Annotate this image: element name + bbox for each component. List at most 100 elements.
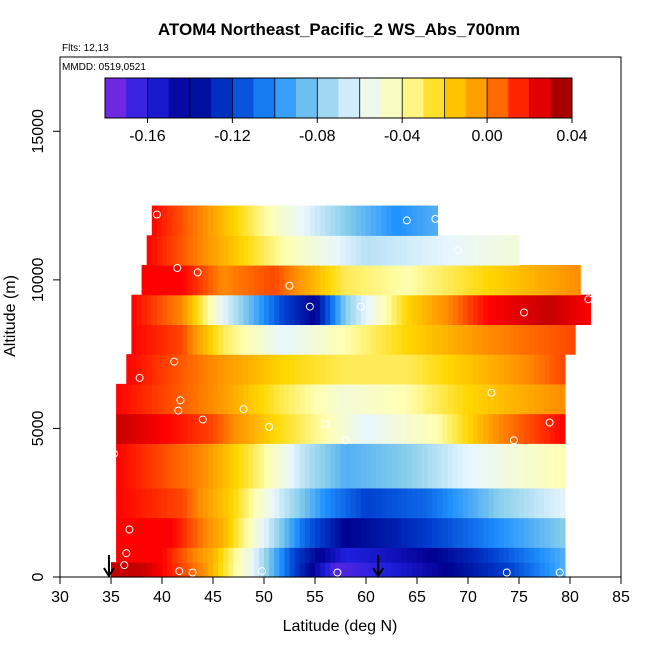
heatmap-cell: [151, 354, 158, 385]
heatmap-cell: [366, 205, 372, 236]
heatmap-cell: [427, 235, 433, 266]
sample-point: [341, 436, 350, 445]
heatmap-cell: [376, 413, 382, 444]
heatmap-cell: [253, 265, 260, 296]
heatmap-cell: [549, 487, 556, 519]
colorbar-swatch: [189, 78, 212, 118]
heatmap-cell: [197, 562, 204, 578]
heatmap-cell: [172, 205, 178, 236]
heatmap-cell: [376, 354, 382, 385]
heatmap-cell: [172, 487, 178, 519]
heatmap-cell: [442, 413, 449, 444]
heatmap-cell: [427, 413, 433, 444]
heatmap-cell: [473, 562, 479, 578]
heatmap-cell: [315, 443, 321, 489]
heatmap-cell: [233, 547, 240, 563]
heatmap-cell: [401, 517, 408, 548]
heatmap-cell: [284, 517, 291, 548]
heatmap-cell: [320, 547, 326, 563]
heatmap-cell: [559, 443, 566, 489]
sample-point: [333, 568, 342, 577]
heatmap-cell: [258, 205, 265, 236]
y-tick-label: 10000: [30, 258, 47, 303]
heatmap-cell: [503, 354, 510, 385]
heatmap-cell: [508, 487, 515, 519]
heatmap-cell: [488, 383, 495, 415]
heatmap-cell: [151, 235, 158, 266]
heatmap-cell: [177, 562, 183, 578]
heatmap-cell: [381, 562, 387, 578]
heatmap-cell: [207, 324, 214, 355]
heatmap-cell: [284, 547, 291, 563]
heatmap-cell: [376, 265, 382, 296]
heatmap-cell: [401, 383, 408, 415]
heatmap-cell: [396, 265, 403, 296]
heatmap-cell: [417, 324, 423, 355]
colorbar-tick-label: 0.04: [556, 128, 587, 145]
heatmap-cell: [294, 354, 301, 385]
heatmap-cell: [228, 383, 234, 415]
heatmap-cell: [534, 443, 540, 489]
heatmap-cell: [243, 294, 250, 326]
heatmap-cell: [131, 547, 138, 563]
colorbar-tick-label: -0.08: [299, 128, 336, 145]
heatmap-cell: [381, 517, 387, 548]
heatmap-cell: [264, 413, 270, 444]
heatmap-cell: [457, 354, 464, 385]
heatmap-cell: [136, 383, 143, 415]
heatmap-cell: [243, 265, 250, 296]
heatmap-cell: [544, 354, 551, 385]
heatmap-cell: [309, 517, 316, 548]
heatmap-cell: [355, 205, 362, 236]
heatmap-cell: [437, 354, 444, 385]
heatmap-cell: [508, 235, 515, 266]
heatmap-cell: [177, 235, 183, 266]
heatmap-cell: [386, 265, 393, 296]
heatmap-cell: [376, 294, 382, 326]
heatmap-cell: [202, 235, 209, 266]
heatmap-cell: [391, 413, 398, 444]
heatmap-cell: [192, 294, 199, 326]
heatmap-cell: [167, 547, 173, 563]
heatmap-cell: [218, 235, 224, 266]
heatmap-cell: [350, 265, 357, 296]
heatmap-cell: [243, 205, 250, 236]
heatmap-cell: [289, 294, 296, 326]
heatmap-cell: [325, 562, 331, 578]
flights-annotation: Flts: 12,13: [62, 43, 109, 54]
heatmap-cell: [177, 487, 183, 519]
heatmap-cell: [325, 547, 331, 563]
heatmap-cell: [442, 517, 449, 548]
heatmap-cell: [187, 547, 194, 563]
heatmap-cell: [355, 517, 362, 548]
heatmap-cell: [289, 517, 296, 548]
sample-point: [356, 302, 365, 311]
heatmap-cell: [427, 517, 433, 548]
heatmap-cell: [340, 205, 347, 236]
heatmap-cell: [192, 443, 199, 489]
heatmap-cell: [340, 562, 347, 578]
heatmap-cell: [503, 294, 510, 326]
heatmap-cell: [197, 354, 204, 385]
heatmap-cell: [503, 383, 510, 415]
heatmap-cell: [289, 324, 296, 355]
sample-point: [175, 567, 184, 576]
sample-point: [170, 357, 179, 366]
heatmap-cell: [345, 547, 352, 563]
heatmap-cell: [468, 562, 474, 578]
heatmap-cell: [192, 265, 199, 296]
heatmap-cell: [386, 235, 393, 266]
heatmap-cell: [498, 443, 505, 489]
heatmap-cell: [248, 205, 255, 236]
heatmap-cell: [539, 265, 546, 296]
heatmap-cell: [233, 562, 240, 578]
heatmap-cell: [559, 547, 566, 563]
heatmap-cell: [177, 265, 183, 296]
heatmap-cell: [325, 205, 331, 236]
heatmap-cell: [432, 517, 438, 548]
heatmap-cell: [228, 562, 234, 578]
heatmap-cell: [427, 487, 433, 519]
heatmap-cell: [427, 265, 433, 296]
heatmap-cell: [330, 265, 336, 296]
heatmap-cell: [218, 294, 224, 326]
